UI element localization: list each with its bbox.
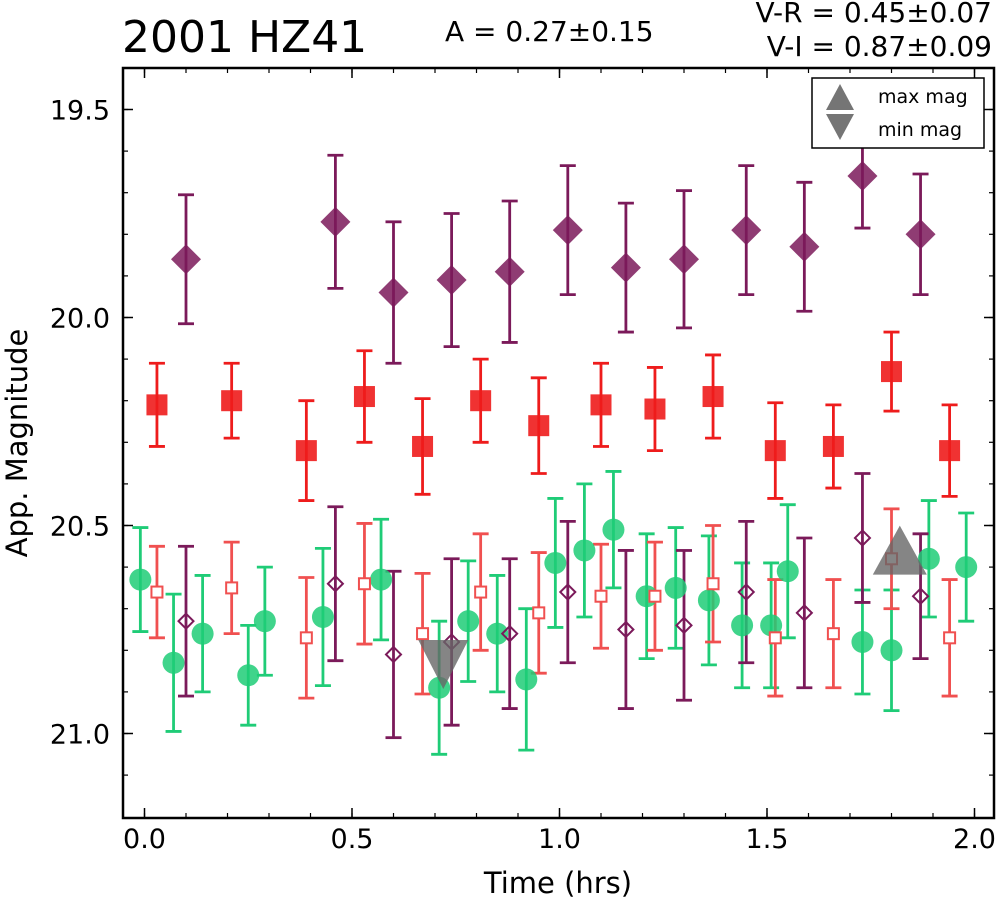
data-layer [129,122,978,756]
open-square [943,631,957,645]
r-band-diamond [171,244,201,275]
open-square [416,627,430,641]
v-band-square [644,398,666,420]
r-band-diamond [436,265,467,296]
green-circle [731,614,754,637]
green-circle [851,630,874,653]
x-tick-label: 0.5 [331,824,374,855]
r-band-diamond [789,231,820,262]
min-mag-marker [418,639,469,689]
open-square [299,631,313,645]
v-i-color-label: V-I = 0.87±0.09 [766,30,992,63]
tick-layer: 0.0 0.5 1.0 1.5 2.0 19.5 20.0 20.5 21.0 [50,68,996,855]
max-mag-marker [872,525,927,575]
i-band-diamond [911,587,930,606]
i-band-diamond [737,583,756,601]
green-circle [602,518,625,541]
y-tick-label: 19.5 [50,96,110,127]
legend: max mag min mag [811,77,985,149]
open-square [594,589,608,603]
open-square [768,631,782,645]
green-circle [880,639,903,662]
open-square [532,606,546,620]
legend-max-label: max mag [878,86,968,108]
y-tick-label: 20.0 [50,304,110,335]
y-tick-label: 20.5 [50,512,110,543]
v-band-square [528,415,550,437]
green-circle [162,651,185,674]
green-circle [917,547,940,570]
r-band-diamond [905,219,936,250]
green-circle [486,622,509,645]
v-band-square [764,440,786,462]
r-band-diamond [847,161,878,192]
green-circle [129,568,152,591]
green-circle [776,560,799,583]
green-circle [515,668,538,691]
v-band-square [412,435,434,457]
green-circle [573,539,596,562]
v-band-square [822,435,844,457]
x-tick-label: 1.5 [746,824,789,855]
green-circle [955,556,978,579]
i-band-diamond [853,529,872,547]
v-band-square [146,394,168,416]
v-band-square [221,390,243,412]
r-band-diamond [552,215,583,246]
i-band-diamond [177,612,195,631]
i-band-diamond [326,574,345,593]
green-circle [664,576,687,599]
green-circle [697,589,720,612]
plot-frame [121,66,996,820]
green-circle [191,622,214,645]
open-square [706,577,720,591]
open-square [357,577,371,591]
legend-min-label: min mag [878,119,962,141]
y-tick-label: 21.0 [50,720,110,751]
open-square [150,585,164,599]
open-square [225,581,239,595]
max-mag-icon [826,84,854,110]
v-band-square [590,394,612,416]
i-band-diamond [675,616,693,635]
v-band-square [353,386,375,408]
min-mag-icon [826,114,854,140]
v-band-square [295,440,317,462]
x-tick-label: 1.0 [538,824,581,855]
v-band-square [881,361,902,383]
open-square [648,589,662,603]
x-tick-label: 2.0 [953,824,996,855]
i-band-diamond [384,645,403,664]
i-band-diamond [500,624,519,643]
open-square [474,585,488,599]
y-axis-label: App. Magnitude [0,329,34,558]
x-tick-label: 0.0 [123,824,166,855]
green-circle [253,610,276,633]
amplitude-label: A = 0.27±0.15 [445,15,654,48]
green-circle [311,606,334,629]
v-band-square [702,386,724,408]
r-band-diamond [378,277,409,308]
i-band-diamond [795,603,814,622]
i-band-diamond [616,620,635,639]
green-circle [544,551,567,574]
r-band-diamond [320,206,351,237]
green-circle [457,610,480,633]
v-r-color-label: V-R = 0.45±0.07 [755,0,992,29]
x-axis-label: Time (hrs) [483,866,632,899]
open-square [826,627,840,641]
r-band-diamond [669,244,699,275]
green-circle [370,568,393,591]
r-band-diamond [610,252,641,283]
v-band-square [939,440,961,462]
v-band-square [470,390,492,412]
chart-title: 2001 HZ41 [122,12,368,63]
r-band-diamond [731,215,762,246]
green-circle [237,664,260,687]
i-band-diamond [558,583,577,601]
green-circle [760,614,783,637]
r-band-diamond [494,256,525,287]
